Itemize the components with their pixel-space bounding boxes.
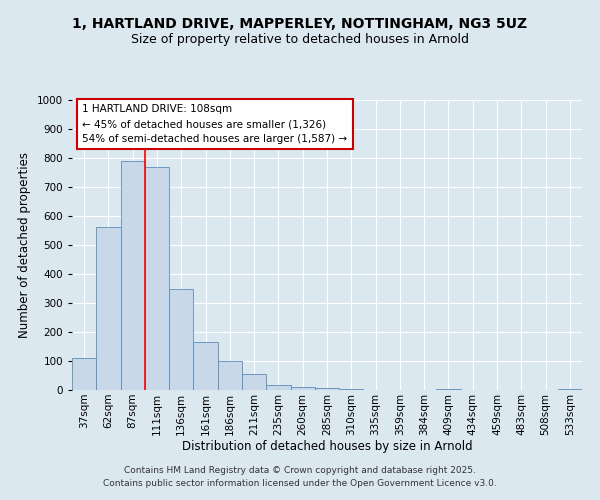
- Bar: [339, 388, 364, 390]
- Bar: [218, 361, 242, 390]
- X-axis label: Distribution of detached houses by size in Arnold: Distribution of detached houses by size …: [182, 440, 472, 454]
- Bar: [121, 161, 145, 390]
- Bar: [436, 389, 461, 390]
- Text: 1, HARTLAND DRIVE, MAPPERLEY, NOTTINGHAM, NG3 5UZ: 1, HARTLAND DRIVE, MAPPERLEY, NOTTINGHAM…: [73, 18, 527, 32]
- Bar: [315, 388, 339, 390]
- Bar: [242, 374, 266, 390]
- Bar: [266, 385, 290, 390]
- Text: Contains HM Land Registry data © Crown copyright and database right 2025.
Contai: Contains HM Land Registry data © Crown c…: [103, 466, 497, 487]
- Text: Size of property relative to detached houses in Arnold: Size of property relative to detached ho…: [131, 32, 469, 46]
- Bar: [558, 389, 582, 390]
- Bar: [193, 342, 218, 390]
- Bar: [290, 386, 315, 390]
- Bar: [169, 288, 193, 390]
- Bar: [145, 166, 169, 390]
- Bar: [72, 358, 96, 390]
- Text: 1 HARTLAND DRIVE: 108sqm
← 45% of detached houses are smaller (1,326)
54% of sem: 1 HARTLAND DRIVE: 108sqm ← 45% of detach…: [82, 104, 347, 144]
- Y-axis label: Number of detached properties: Number of detached properties: [18, 152, 31, 338]
- Bar: [96, 227, 121, 390]
